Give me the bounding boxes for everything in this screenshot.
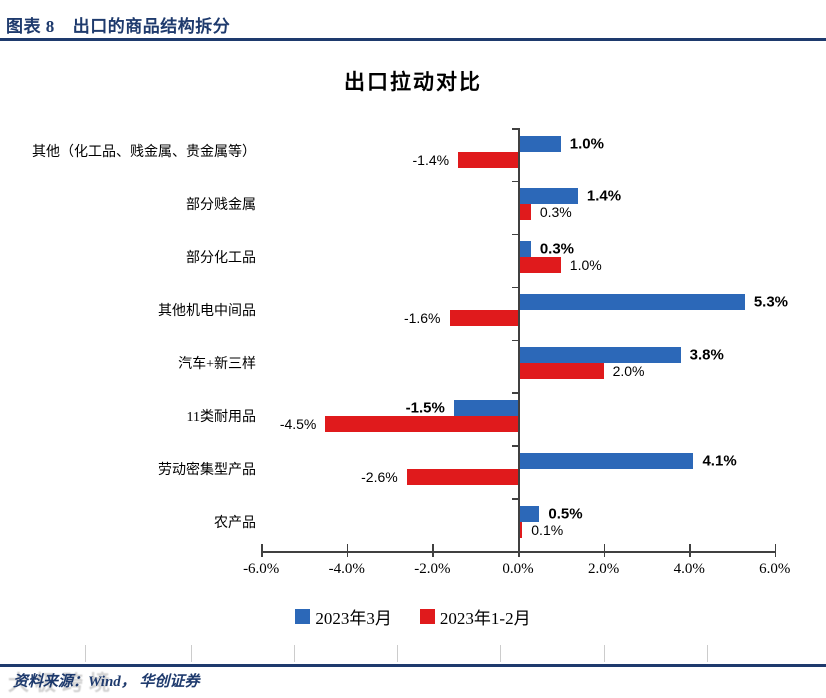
bar-value-label: 0.5% <box>548 505 583 523</box>
bar <box>453 399 518 416</box>
bar <box>518 204 531 221</box>
watermark: 大极跨境 <box>8 671 116 695</box>
bar-value-label: 1.4% <box>586 187 622 205</box>
category-label: 部分化工品 <box>186 251 256 267</box>
bar <box>406 468 518 485</box>
table-grid-tick <box>500 645 501 662</box>
legend-label: 2023年3月 <box>315 609 392 628</box>
legend-item: 2023年3月 <box>295 604 392 629</box>
x-axis-tick <box>689 544 691 557</box>
figure-number: 图表 8 <box>6 16 55 36</box>
table-grid-tick <box>707 645 708 662</box>
x-axis-tick-label: -4.0% <box>328 561 365 577</box>
bar <box>449 310 518 327</box>
bar <box>518 257 561 274</box>
bar-value-label: -1.6% <box>403 310 441 327</box>
y-axis-line <box>518 128 520 551</box>
x-axis-tick-label: 0.0% <box>502 561 534 577</box>
bar-value-label: 0.3% <box>539 204 572 221</box>
y-axis-tick <box>512 339 518 341</box>
bar-value-label: -4.5% <box>279 415 317 432</box>
x-axis-line <box>261 551 775 553</box>
bar <box>518 294 745 311</box>
bar <box>518 521 523 538</box>
y-axis-tick <box>512 233 518 236</box>
bar <box>518 363 604 379</box>
y-axis-tick <box>512 286 518 289</box>
table-grid-tick <box>294 645 295 662</box>
x-axis-tick <box>518 544 520 557</box>
category-label: 部分贱金属 <box>186 198 256 214</box>
x-axis-tick <box>432 544 434 557</box>
category-label: 农产品 <box>214 515 256 531</box>
bar-value-label: 3.8% <box>689 346 724 364</box>
figure-caption-title: 出口的商品结构拆分 <box>72 16 231 36</box>
bar-value-label: -1.4% <box>412 151 450 168</box>
category-label: 11类耐用品 <box>186 409 256 425</box>
bar <box>518 135 561 152</box>
x-axis-tick <box>774 544 777 557</box>
x-axis-tick-label: 6.0% <box>759 561 791 577</box>
table-grid-tick <box>397 645 398 662</box>
bar <box>518 452 694 469</box>
x-axis-tick-label: 4.0% <box>673 561 705 577</box>
table-grid-tick <box>191 645 192 662</box>
x-axis-tick-label: 2.0% <box>587 561 620 577</box>
x-axis-tick <box>603 544 606 557</box>
category-label: 汽车+新三样 <box>178 356 256 372</box>
x-axis-tick <box>346 544 349 557</box>
x-axis-tick <box>261 544 263 557</box>
y-axis-tick <box>512 392 518 394</box>
header-divider <box>0 38 826 41</box>
table-grid-tick <box>85 645 86 662</box>
legend-swatch <box>295 609 311 624</box>
y-axis-tick <box>512 128 518 130</box>
legend-item: 2023年1-2月 <box>419 604 531 629</box>
figure-caption: 图表 8 出口的商品结构拆分 <box>6 11 230 37</box>
bar <box>518 505 540 522</box>
category-label: 劳动密集型产品 <box>158 462 256 478</box>
bar <box>518 188 578 205</box>
bar-value-label: 4.1% <box>702 452 737 470</box>
y-axis-tick <box>512 180 518 183</box>
legend-swatch <box>419 609 435 624</box>
legend-label: 2023年1-2月 <box>439 609 531 628</box>
chart-title: 出口拉动对比 <box>344 70 482 94</box>
category-label: 其他（化工品、贱金属、贵金属等） <box>32 145 256 161</box>
bar-value-label: 2.0% <box>612 363 645 379</box>
bar-value-label: -1.5% <box>405 399 445 417</box>
y-axis-tick <box>512 445 518 447</box>
bar-value-label: 1.0% <box>569 257 602 274</box>
category-label: 其他机电中间品 <box>158 304 256 320</box>
bar <box>458 151 518 168</box>
bar <box>518 347 681 363</box>
bar-value-label: 5.3% <box>753 293 789 311</box>
x-axis-tick-label: -2.0% <box>414 561 451 577</box>
bar-value-label: -2.6% <box>361 468 398 485</box>
chart-legend: 2023年3月 2023年1-2月 <box>0 604 826 629</box>
bar-value-label: 0.1% <box>531 521 564 538</box>
bar <box>325 415 518 432</box>
source-attribution: 资料来源：Wind， 华创证券 <box>13 674 200 690</box>
bar-value-label: 1.0% <box>569 135 604 152</box>
x-axis-tick-label: -6.0% <box>243 561 280 577</box>
footer-divider <box>0 664 826 667</box>
bar-value-label: 0.3% <box>539 240 575 258</box>
y-axis-tick <box>512 498 518 500</box>
bar <box>518 241 531 258</box>
table-grid-tick <box>604 645 605 662</box>
